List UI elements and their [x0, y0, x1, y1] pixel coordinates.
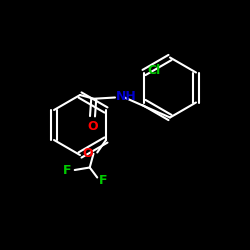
Text: O: O	[83, 147, 94, 160]
Text: F: F	[98, 174, 107, 186]
Text: O: O	[87, 120, 98, 133]
Text: F: F	[63, 164, 72, 176]
Text: Cl: Cl	[148, 64, 161, 76]
Text: NH: NH	[116, 90, 137, 103]
